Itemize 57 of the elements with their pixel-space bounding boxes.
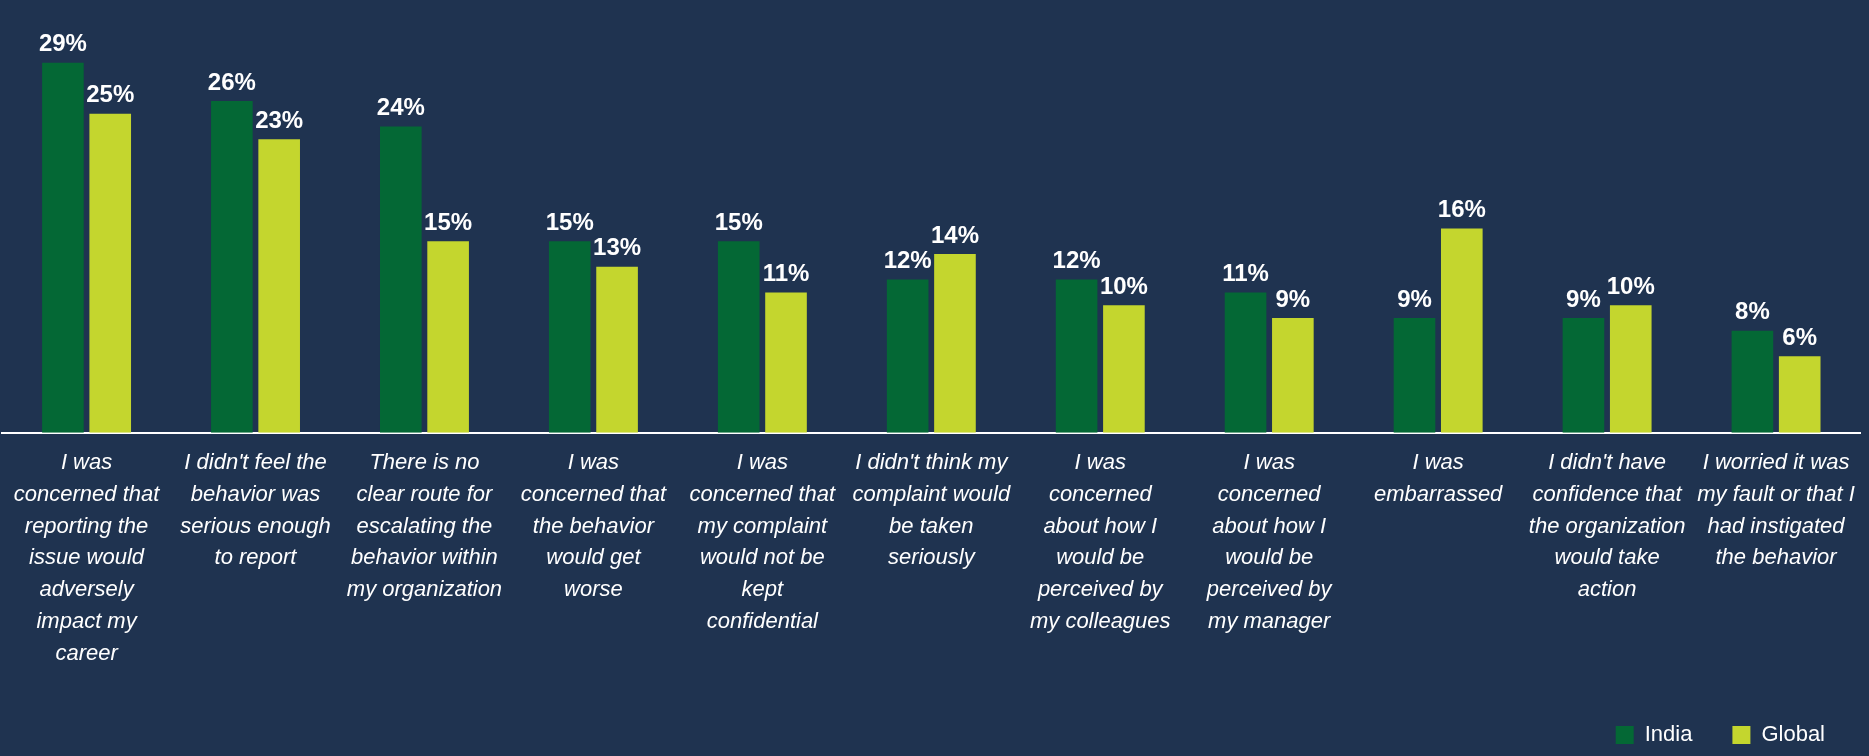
bar	[934, 254, 976, 433]
data-label: 16%	[1437, 195, 1486, 223]
x-tick-label: I didn't have confidence that the organization would take action	[1528, 448, 1686, 602]
bar	[765, 292, 807, 433]
bar	[258, 139, 300, 433]
data-label: 25%	[86, 80, 135, 108]
bar	[596, 266, 638, 433]
x-tick-label: I was concerned about how I would be perceived by my colleagues	[1029, 448, 1171, 634]
bar	[42, 62, 84, 433]
bar	[1440, 228, 1483, 433]
data-label: 13%	[593, 233, 642, 261]
x-tick-label: I was concerned that the behavior would get worse	[520, 448, 668, 602]
data-label: 11%	[762, 259, 810, 286]
data-label: 15%	[714, 207, 763, 235]
legend-label: Global	[1761, 721, 1825, 747]
data-label: 15%	[424, 207, 473, 235]
bar	[1393, 317, 1436, 433]
data-label: 9%	[1566, 284, 1601, 312]
x-tick-label: There is no clear route for escalating the behavior within my organization	[346, 448, 503, 602]
x-tick-label: I was embarrassed	[1373, 448, 1504, 506]
data-label: 12%	[1052, 246, 1101, 274]
bar	[1224, 292, 1267, 433]
bar	[717, 241, 760, 433]
data-label: 23%	[255, 105, 304, 133]
legend-label: India	[1644, 721, 1694, 747]
bar	[89, 113, 132, 433]
bar	[1103, 305, 1145, 433]
bar	[1609, 305, 1652, 433]
x-tick-label: I was concerned that my complaint would not be kept confidential	[689, 448, 837, 634]
data-label: 12%	[883, 246, 932, 274]
data-label: 24%	[376, 93, 425, 121]
data-label: 15%	[545, 207, 594, 235]
data-label: 26%	[207, 67, 256, 95]
data-label: 10%	[1099, 271, 1148, 299]
bar	[886, 279, 929, 433]
bar	[1055, 279, 1098, 433]
data-label: 29%	[38, 29, 87, 57]
data-label: 10%	[1606, 271, 1655, 299]
data-label: 6%	[1782, 322, 1818, 350]
bar	[1778, 356, 1821, 433]
bar	[380, 126, 422, 433]
x-tick-label: I was concerned that reporting the issue would adversely impact my career	[13, 448, 161, 666]
bar	[1562, 317, 1605, 433]
x-tick-label: I was concerned about how I would be perceived by my manager	[1205, 448, 1334, 634]
data-label: 9%	[1275, 284, 1311, 312]
bar	[1731, 330, 1774, 433]
x-tick-label: I didn't think my complaint would be taken seriously	[852, 448, 1011, 570]
bar	[1272, 317, 1314, 433]
x-tick-label: I didn't feel the behavior was serious enough to report	[180, 448, 331, 570]
bar	[427, 241, 469, 433]
data-label: 9%	[1397, 284, 1432, 312]
x-tick-label: I worried it was my fault or that I had instigated the behavior	[1697, 448, 1855, 570]
data-label: 8%	[1735, 297, 1770, 325]
data-label: 14%	[930, 220, 979, 248]
bar	[211, 101, 253, 433]
data-label: 11%	[1222, 259, 1269, 286]
bar	[548, 241, 591, 433]
